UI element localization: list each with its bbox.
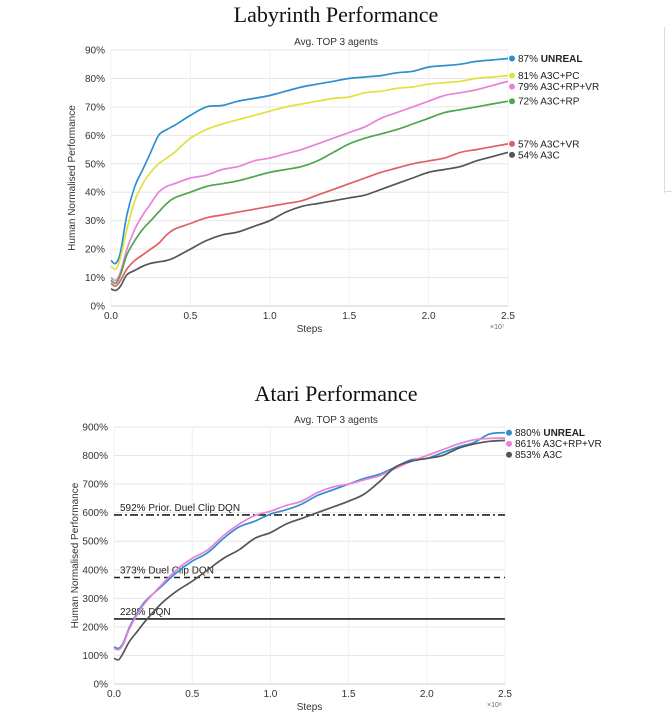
legend-marker bbox=[506, 440, 512, 447]
legend-name: A3C+PC bbox=[540, 71, 579, 82]
series-line-a3c-rp-vr bbox=[113, 437, 506, 651]
series-line-a3c-vr bbox=[110, 143, 509, 287]
x-tick-label: 0.5 bbox=[185, 689, 199, 700]
labyrinth-subtitle: Avg. TOP 3 agents bbox=[294, 37, 378, 48]
y-tick-label: 200% bbox=[82, 622, 108, 633]
y-tick-label: 700% bbox=[82, 480, 108, 491]
labyrinth-title: Labyrinth Performance bbox=[233, 2, 439, 27]
legend-entry: 880% UNREAL bbox=[515, 428, 585, 439]
x-tick-label: 1.0 bbox=[263, 689, 277, 700]
y-tick-label: 800% bbox=[82, 451, 108, 462]
x-exponent-label: ×10⁸ bbox=[487, 702, 502, 709]
y-tick-label: 400% bbox=[82, 565, 108, 576]
legend-entry: 87% UNREAL bbox=[518, 54, 582, 65]
x-tick-label: 1.5 bbox=[342, 689, 356, 700]
labyrinth-chart: 0% 10% 20% 30% 40% 50% 60% 70% 80% 90% 0.0 0.5 1.0 1.… bbox=[67, 46, 599, 336]
series-line-a3c bbox=[110, 151, 509, 292]
legend-value: 880% bbox=[515, 428, 543, 439]
legend-value: 87% bbox=[518, 54, 541, 65]
legend-marker bbox=[509, 140, 515, 147]
x-tick-label: 2.0 bbox=[420, 689, 434, 700]
atari-title: Atari Performance bbox=[254, 381, 418, 406]
series-line-a3c-pc bbox=[110, 74, 509, 271]
series-line-unreal bbox=[110, 57, 509, 265]
y-tick-label: 40% bbox=[85, 188, 105, 199]
legend-value: 81% bbox=[518, 71, 540, 82]
legend-name: A3C+VR bbox=[540, 139, 579, 150]
y-axis-label: Human Normalised Performance bbox=[70, 482, 81, 628]
y-tick-label: 600% bbox=[82, 508, 108, 519]
legend-entry: 853% A3C bbox=[515, 450, 562, 461]
legend-marker bbox=[506, 429, 512, 436]
x-tick-label: 0.0 bbox=[104, 311, 118, 322]
x-tick-label: 0.0 bbox=[107, 689, 121, 700]
x-axis-label: Steps bbox=[297, 702, 323, 713]
legend-name: UNREAL bbox=[541, 54, 583, 65]
y-tick-label: 70% bbox=[85, 102, 105, 113]
legend-name: UNREAL bbox=[543, 428, 585, 439]
side-divider-tick bbox=[664, 191, 672, 192]
atari-chart: 0% 100% 200% 300% 400% 500% 600% 700% 800% 900% 0.… bbox=[70, 423, 602, 714]
x-exponent-label: ×10⁷ bbox=[490, 324, 505, 331]
legend-marker bbox=[509, 72, 515, 79]
legend-entry: 54% A3C bbox=[518, 150, 560, 161]
x-tick-label: 0.5 bbox=[183, 311, 197, 322]
x-tick-label: 2.5 bbox=[498, 689, 512, 700]
side-divider bbox=[664, 27, 665, 193]
y-tick-label: 30% bbox=[85, 216, 105, 227]
reference-line-label: 592% Prior. Duel Clip DQN bbox=[120, 503, 240, 514]
x-tick-label: 2.0 bbox=[422, 311, 436, 322]
legend-value: 57% bbox=[518, 139, 540, 150]
legend-marker bbox=[506, 451, 512, 458]
x-tick-label: 1.5 bbox=[342, 311, 356, 322]
y-tick-label: 500% bbox=[82, 537, 108, 548]
reference-line-label: 228% DQN bbox=[120, 607, 171, 618]
atari-subtitle: Avg. TOP 3 agents bbox=[294, 415, 378, 426]
y-tick-label: 0% bbox=[94, 680, 109, 691]
legend-value: 72% bbox=[518, 97, 540, 108]
y-tick-label: 100% bbox=[82, 651, 108, 662]
legend-marker bbox=[509, 55, 515, 62]
legend-entry: 861% A3C+RP+VR bbox=[515, 439, 602, 450]
y-tick-label: 900% bbox=[82, 423, 108, 434]
legend-entry: 72% A3C+RP bbox=[518, 97, 580, 108]
y-tick-label: 0% bbox=[91, 302, 106, 313]
legend-name: A3C+RP bbox=[540, 97, 580, 108]
legend-marker bbox=[509, 151, 515, 158]
legend-entry: 81% A3C+PC bbox=[518, 71, 579, 82]
y-tick-label: 10% bbox=[85, 273, 105, 284]
legend-value: 79% bbox=[518, 82, 540, 93]
legend-value: 861% bbox=[515, 439, 543, 450]
series-line-unreal bbox=[113, 431, 506, 650]
x-axis-label: Steps bbox=[297, 324, 323, 335]
y-tick-label: 300% bbox=[82, 594, 108, 605]
y-axis-label: Human Normalised Performance bbox=[67, 105, 78, 251]
legend-name: A3C+RP+VR bbox=[540, 82, 599, 93]
legend-value: 54% bbox=[518, 150, 540, 161]
legend-name: A3C+RP+VR bbox=[543, 439, 602, 450]
legend-marker bbox=[509, 98, 515, 105]
legend-name: A3C bbox=[543, 450, 562, 461]
y-tick-label: 90% bbox=[85, 46, 105, 57]
y-tick-label: 20% bbox=[85, 245, 105, 256]
reference-line-label: 373% Duel Clip DQN bbox=[120, 565, 214, 576]
legend-name: A3C bbox=[540, 150, 559, 161]
legend-entry: 79% A3C+RP+VR bbox=[518, 82, 599, 93]
legend-value: 853% bbox=[515, 450, 543, 461]
series-line-a3c-rp bbox=[110, 100, 509, 285]
series-line-a3c-rp-vr bbox=[110, 80, 509, 282]
y-tick-label: 60% bbox=[85, 131, 105, 142]
x-tick-label: 2.5 bbox=[501, 311, 515, 322]
x-tick-label: 1.0 bbox=[263, 311, 277, 322]
y-tick-label: 80% bbox=[85, 74, 105, 85]
legend-marker bbox=[509, 83, 515, 90]
legend-entry: 57% A3C+VR bbox=[518, 139, 579, 150]
y-tick-label: 50% bbox=[85, 159, 105, 170]
series-line-a3c bbox=[113, 439, 506, 661]
